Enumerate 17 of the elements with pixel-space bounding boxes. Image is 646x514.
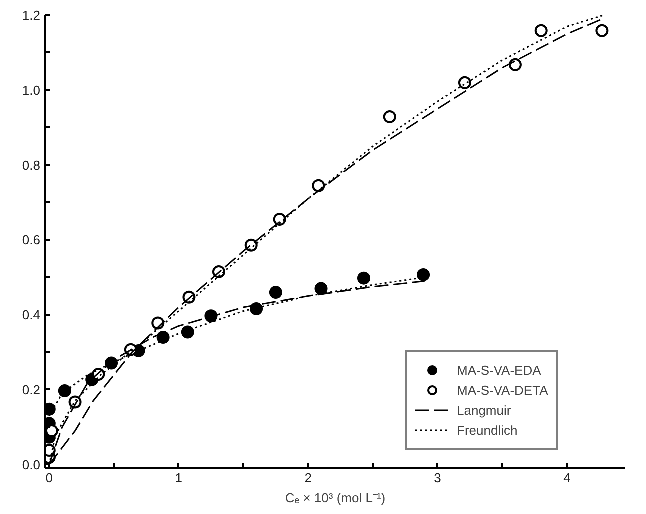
y-tick-label: 0.4 — [22, 308, 41, 323]
x-tick-label: 2 — [304, 470, 312, 486]
y-tick-label: 0.2 — [22, 382, 41, 398]
y-tick-label: 0.0 — [22, 457, 41, 472]
y-tick-label: 1.0 — [22, 82, 41, 98]
y-tick-label: 0.6 — [22, 232, 41, 248]
x-tick-label: 3 — [434, 470, 442, 486]
legend-label: MA-S-VA-DETA — [457, 382, 548, 399]
legend-label: Freundlich — [457, 422, 518, 439]
x-tick-label: 4 — [564, 470, 571, 486]
y-tick-label: 1.2 — [22, 8, 41, 23]
legend-label: Langmuir — [457, 402, 512, 419]
y-tick-label: 0.8 — [22, 158, 41, 173]
legend-label: MA-S-VA-EDA — [457, 362, 542, 379]
x-tick-label: 0 — [46, 470, 54, 486]
x-axis-title: Cₑ × 10³ (mol L⁻¹) — [285, 490, 386, 506]
x-tick-label: 1 — [175, 470, 182, 486]
